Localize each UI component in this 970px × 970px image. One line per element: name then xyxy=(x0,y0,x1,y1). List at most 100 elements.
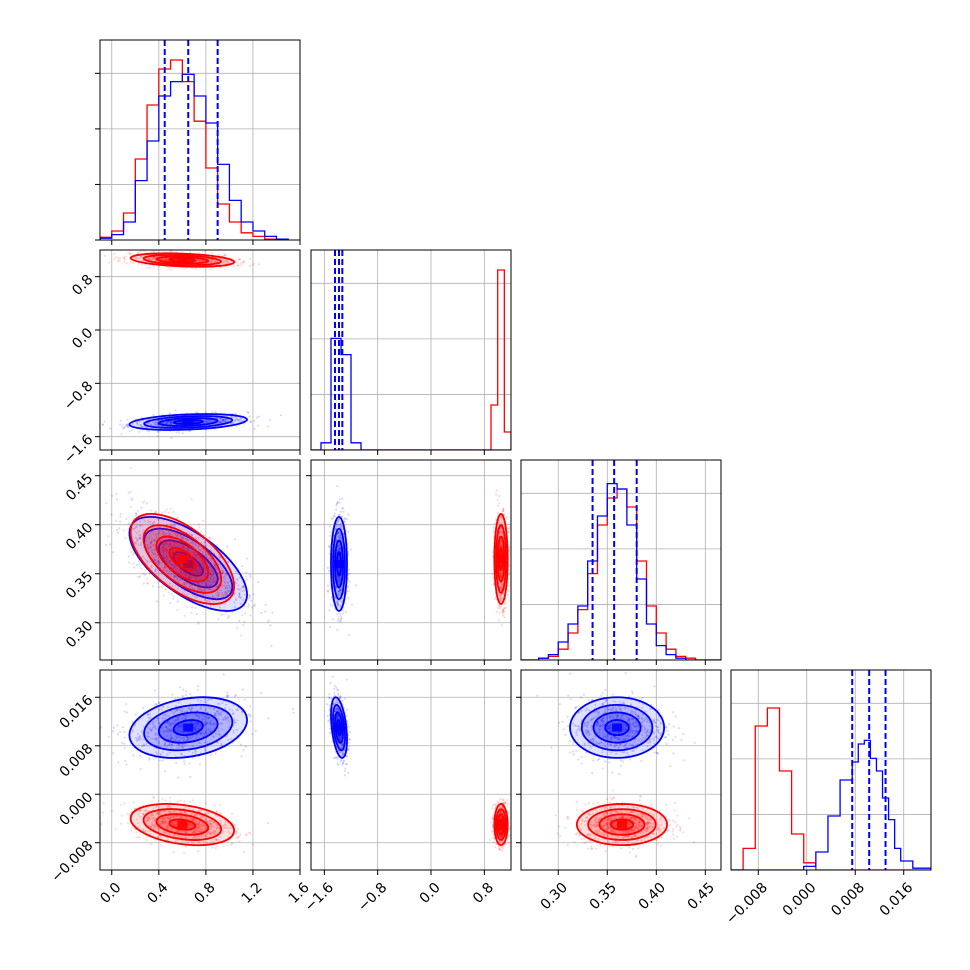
sample-point xyxy=(224,578,227,581)
sample-point xyxy=(338,525,342,529)
sample-point xyxy=(337,602,340,605)
sample-point xyxy=(138,537,141,540)
sample-point xyxy=(181,545,185,548)
sample-point xyxy=(163,533,166,536)
sample-point xyxy=(191,541,195,544)
sample-point xyxy=(195,612,199,616)
sample-point xyxy=(238,593,241,596)
sample-point xyxy=(172,533,175,536)
sample-point xyxy=(180,421,184,424)
sample-point xyxy=(134,256,137,259)
sample-point xyxy=(193,542,196,545)
sample-point xyxy=(192,594,195,597)
sample-point xyxy=(125,423,129,426)
sample-point xyxy=(239,588,242,591)
sample-point xyxy=(201,562,204,565)
sample-point xyxy=(135,256,138,260)
sample-point xyxy=(133,541,136,544)
sample-point xyxy=(247,597,251,600)
sample-point xyxy=(188,581,191,584)
sample-point xyxy=(340,600,343,603)
sample-point xyxy=(168,560,172,563)
sample-point xyxy=(181,543,185,547)
sample-point xyxy=(129,252,132,256)
sample-point xyxy=(244,612,247,615)
sample-point xyxy=(194,553,198,556)
sample-point xyxy=(224,587,227,590)
sample-point xyxy=(337,549,340,552)
sample-point xyxy=(185,574,188,577)
sample-point xyxy=(155,421,158,424)
sample-point xyxy=(170,592,173,596)
sample-point xyxy=(205,582,208,585)
sample-point xyxy=(337,547,340,550)
sample-point xyxy=(328,525,332,528)
sample-point xyxy=(196,553,199,557)
sample-point xyxy=(328,534,332,537)
sample-point xyxy=(338,513,341,517)
sample-point xyxy=(203,567,206,570)
sample-point xyxy=(221,418,225,421)
sample-point xyxy=(499,598,502,601)
sample-point xyxy=(171,585,174,588)
sample-point xyxy=(158,529,161,532)
sample-point xyxy=(174,531,177,534)
sample-point xyxy=(131,261,135,264)
sample-point xyxy=(195,555,198,559)
sample-point xyxy=(186,582,189,585)
sample-point xyxy=(249,573,252,576)
sample-point xyxy=(203,598,207,601)
sample-point xyxy=(219,588,222,591)
sample-point xyxy=(499,575,503,578)
sample-point xyxy=(222,612,225,616)
sample-point xyxy=(105,502,108,505)
sample-point xyxy=(160,540,163,543)
sample-point xyxy=(189,576,192,579)
sample-point xyxy=(148,572,151,575)
sample-point xyxy=(175,532,178,536)
sample-point xyxy=(141,263,144,266)
sample-point xyxy=(165,540,168,543)
sample-point xyxy=(242,749,245,752)
sample-point xyxy=(194,537,198,540)
sample-point xyxy=(491,572,494,576)
sample-point xyxy=(195,577,198,580)
sample-point xyxy=(500,531,504,534)
sample-point xyxy=(178,534,181,537)
sample-point xyxy=(242,260,245,263)
panel-content xyxy=(311,250,511,450)
sample-point xyxy=(251,732,254,736)
sample-point xyxy=(202,259,205,263)
panel-3-0 xyxy=(95,669,301,875)
sample-point xyxy=(210,568,213,572)
contour-line xyxy=(129,513,236,606)
sample-point xyxy=(350,603,353,606)
sample-point xyxy=(163,547,167,550)
sample-point xyxy=(239,634,243,637)
sample-point xyxy=(201,562,204,565)
sample-point xyxy=(125,517,128,520)
sample-point xyxy=(134,536,137,539)
sample-point xyxy=(154,689,157,692)
sample-point xyxy=(174,584,177,587)
sample-point xyxy=(209,604,212,607)
sample-point xyxy=(339,588,342,592)
sample-point xyxy=(499,571,502,574)
sample-point xyxy=(155,553,159,556)
sample-point xyxy=(209,556,212,559)
sample-point xyxy=(136,563,139,567)
sample-point xyxy=(247,713,250,716)
sample-point xyxy=(211,419,214,422)
sample-point xyxy=(119,512,122,516)
sample-point xyxy=(214,555,218,559)
sample-point xyxy=(162,533,165,536)
sample-point xyxy=(498,544,502,548)
sample-point xyxy=(260,611,263,614)
sample-point xyxy=(217,253,220,257)
sample-point xyxy=(171,551,174,554)
sample-point xyxy=(230,415,233,418)
sample-point xyxy=(184,548,187,551)
sample-point xyxy=(243,589,246,592)
sample-point xyxy=(205,572,208,576)
sample-point xyxy=(349,548,353,551)
